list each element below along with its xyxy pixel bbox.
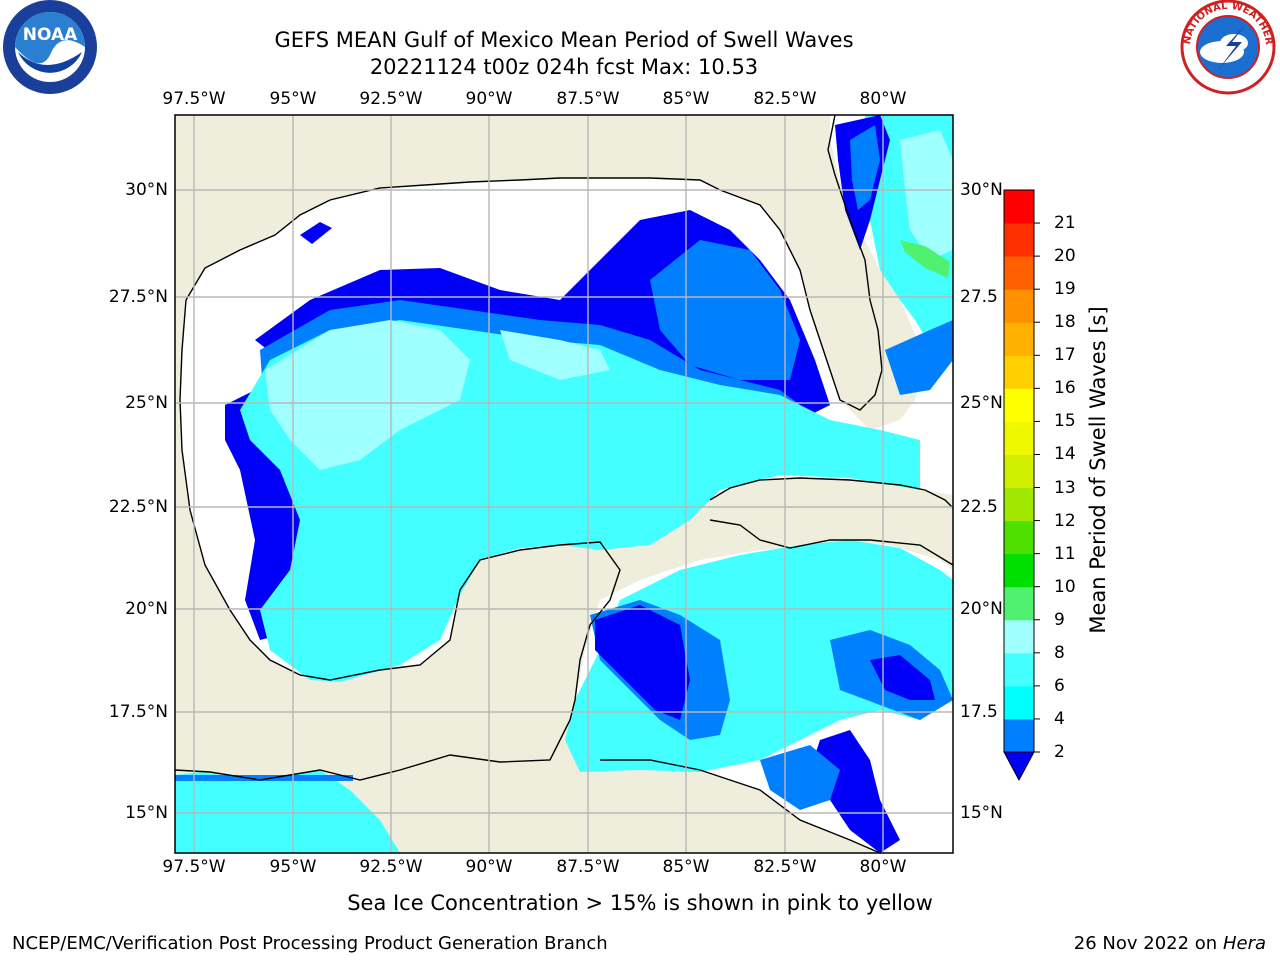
lat-label-left: 20°N [125, 599, 168, 619]
lon-label-bottom: 92.5°W [359, 857, 423, 877]
lon-label-bottom: 80°W [859, 857, 907, 877]
lat-label-right: 27.5 [960, 287, 998, 307]
colorbar-swatch [1004, 586, 1034, 621]
colorbar-level-label: 15 [1054, 411, 1076, 432]
coastlines [175, 115, 953, 853]
lat-label-left: 17.5°N [108, 702, 168, 722]
lat-label-left: 25°N [125, 393, 168, 413]
colorbar-swatch [1004, 454, 1034, 489]
pacific-water [175, 770, 400, 853]
colorbar-level-label: 4 [1054, 708, 1065, 729]
colorbar-level-label: 2 [1054, 742, 1065, 762]
colorbar-level-label: 16 [1054, 378, 1076, 399]
svg-text:NOAA: NOAA [23, 25, 78, 45]
colorbar-swatch [1004, 718, 1034, 753]
colorbar-swatch [1004, 388, 1034, 422]
colorbar-level-label: 20 [1054, 246, 1076, 267]
lat-label-right: 15°N [960, 803, 1003, 823]
colorbar-swatch [1004, 223, 1034, 257]
lon-label-top: 92.5°W [359, 89, 423, 109]
lat-label-right: 17.5 [960, 702, 998, 722]
colorbar-level-label: 12 [1054, 510, 1076, 531]
lat-label-right: 25°N [960, 393, 1003, 413]
lon-label-top: 80°W [859, 89, 907, 109]
lat-label-right: 20°N [960, 599, 1003, 619]
lon-label-top: 85°W [662, 89, 710, 109]
colorbar-swatch [1004, 421, 1034, 455]
colorbar-swatch [1004, 652, 1034, 687]
lon-label-bottom: 90°W [465, 857, 513, 877]
colorbar-level-label: 8 [1054, 642, 1065, 663]
map-frame [174, 114, 954, 854]
colorbar-swatch [1004, 520, 1034, 555]
chart-title: GEFS MEAN Gulf of Mexico Mean Period of … [274, 28, 854, 52]
lat-label-left: 27.5°N [108, 287, 168, 307]
lon-label-bottom: 87.5°W [556, 857, 620, 877]
svg-text:NATIONAL WEATHER SERVICE: NATIONAL WEATHER SERVICE [0, 0, 1274, 49]
credit-text: NCEP/EMC/Verification Post Processing Pr… [12, 933, 608, 954]
colorbar-swatch [1004, 619, 1034, 654]
lon-label-bottom: 85°W [662, 857, 710, 877]
lat-label-left: 30°N [125, 180, 168, 200]
map-area [175, 115, 953, 853]
date-stamp: 26 Nov 2022 on Hera [1074, 933, 1266, 954]
colorbar-swatch [1004, 289, 1034, 323]
colorbar-frame [1003, 189, 1035, 753]
colorbar-under-arrow [1003, 751, 1035, 782]
noaa-logo-icon: NOAA [3, 0, 97, 94]
lat-label-right: 22.5 [960, 497, 998, 517]
colorbar-level-label: 10 [1054, 576, 1076, 597]
lat-label-left: 15°N [125, 803, 168, 823]
lon-label-top: 95°W [269, 89, 317, 109]
chart-subtitle: 20221124 t00z 024h fcst Max: 10.53 [369, 55, 759, 79]
lon-label-bottom: 82.5°W [753, 857, 817, 877]
sea-ice-note-text: Sea Ice Concentration > 15% is shown in … [347, 891, 933, 915]
lon-label-bottom: 95°W [269, 857, 317, 877]
colorbar-level-label: 6 [1054, 675, 1065, 696]
colorbar-swatch [1004, 256, 1034, 290]
colorbar-swatch [1004, 553, 1034, 588]
colorbar-level-label: 14 [1054, 444, 1076, 465]
lon-label-top: 97.5°W [162, 89, 226, 109]
colorbar-swatch [1004, 190, 1034, 224]
colorbar-level-label: 21 [1054, 213, 1076, 234]
lat-label-right: 30°N [960, 180, 1003, 200]
colorbar-level-label: 13 [1054, 477, 1076, 498]
system-name: Hera [1222, 933, 1266, 954]
colorbar-swatch [1004, 355, 1034, 389]
colorbar-level-label: 9 [1054, 609, 1065, 630]
colorbar-swatch [1004, 685, 1034, 720]
date-text: 26 Nov 2022 on [1073, 933, 1218, 954]
lat-label-left: 22.5°N [108, 497, 168, 517]
colorbar-level-label: 19 [1054, 279, 1076, 300]
gridlines [175, 115, 953, 853]
lon-label-bottom: 97.5°W [162, 857, 226, 877]
colorbar-level-label: 17 [1054, 345, 1076, 366]
lon-label-top: 82.5°W [753, 89, 817, 109]
colorbar-level-label: 11 [1054, 543, 1076, 564]
lon-label-top: 90°W [465, 89, 513, 109]
colorbar-swatch [1004, 487, 1034, 522]
sea-ice-note: Sea Ice Concentration > 15% is shown in … [0, 891, 1280, 915]
nws-logo-icon: NATIONAL WEATHER SERVICE [0, 0, 1276, 95]
colorbar-level-label: 18 [1054, 312, 1076, 333]
colorbar [1003, 189, 1040, 782]
colorbar-swatch [1004, 322, 1034, 356]
lon-label-top: 87.5°W [556, 89, 620, 109]
colorbar-title: Mean Period of Swell Waves [s] [1086, 306, 1110, 634]
